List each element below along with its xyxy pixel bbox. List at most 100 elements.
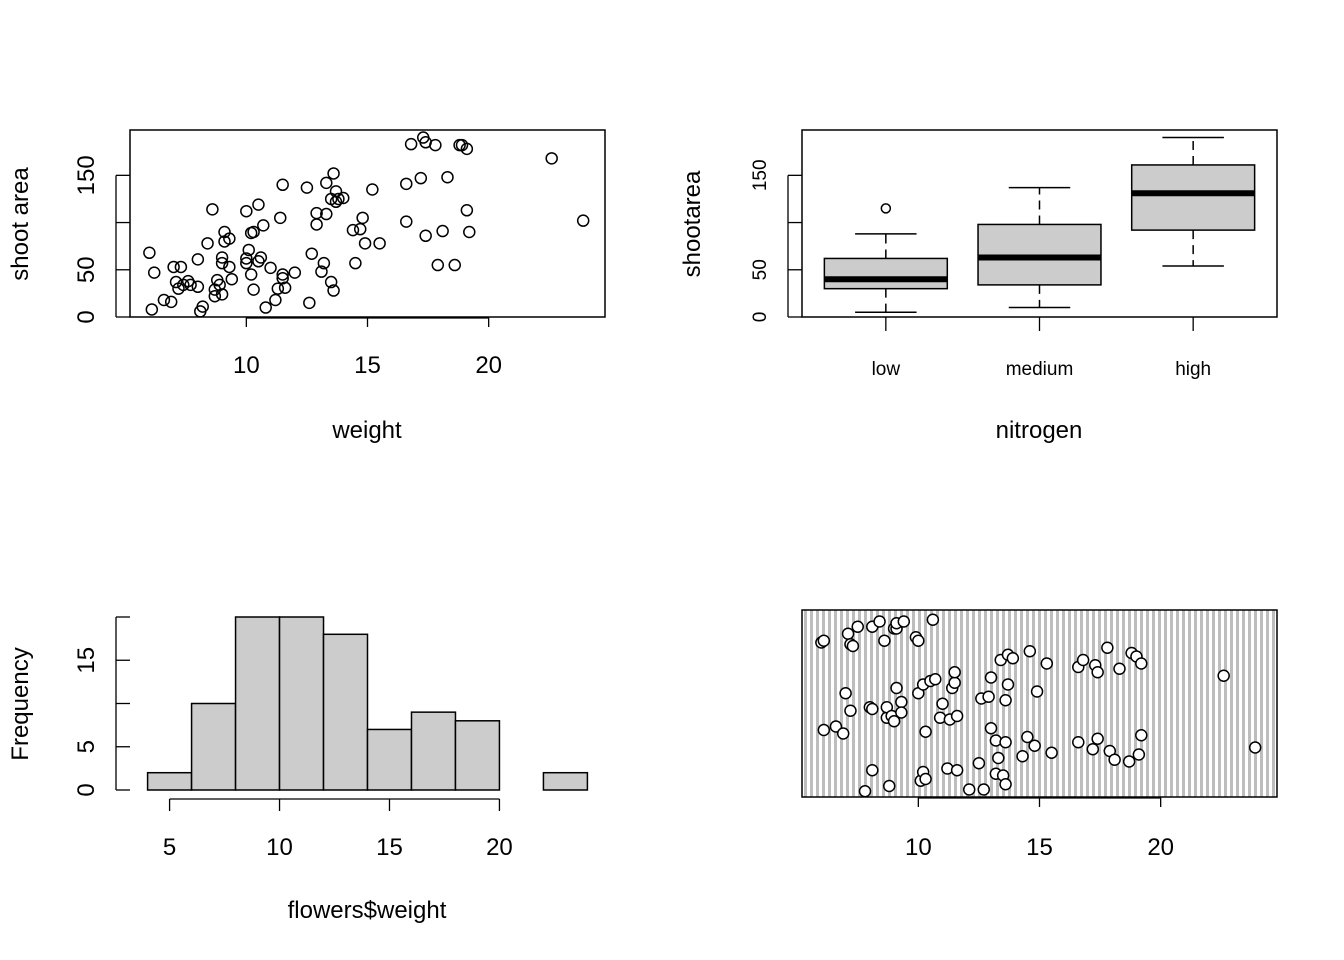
scatter-point — [242, 243, 255, 257]
scatter-point — [215, 251, 229, 264]
scatter-point — [1076, 653, 1090, 667]
panel2-category-label: high — [1175, 359, 1211, 380]
scatter-point — [419, 229, 432, 243]
scatter-point — [310, 218, 323, 231]
scatter-point — [858, 785, 872, 798]
scatter-point — [436, 224, 449, 238]
scatter-point — [240, 256, 253, 270]
scatter-point — [145, 303, 159, 316]
scatter-point — [817, 723, 831, 737]
scatter-point — [441, 170, 454, 184]
panel1-y-tick-label: 150 — [73, 155, 100, 195]
panel1-y-tick-label: 50 — [73, 256, 100, 283]
scatter-point — [1023, 645, 1037, 658]
panel1-x-tick-label: 20 — [475, 352, 502, 379]
scatter-point — [143, 246, 156, 260]
scatter-point — [1045, 746, 1058, 759]
panel1-y-tick-label: 0 — [73, 310, 100, 323]
scatter-point — [1135, 729, 1148, 742]
scatter-weight-shootarea-panel: weight shoot area 10 15 20 0 50 150 — [7, 129, 606, 444]
scatter-point — [1072, 736, 1085, 749]
scatter-point — [890, 681, 903, 695]
scatter-point — [984, 722, 998, 735]
scatter-point — [346, 223, 360, 237]
histogram-weight-panel: flowers$weight Frequency 5 10 15 20 0 5 15 — [7, 616, 589, 924]
scatter-point — [240, 204, 253, 218]
scatter-point — [936, 697, 949, 710]
scatter-point — [972, 757, 986, 770]
scatter-point — [223, 260, 236, 274]
scatter-point — [817, 634, 831, 647]
scatter-point — [950, 709, 964, 723]
scatter-point — [225, 272, 239, 286]
panel3-x-tick-label: 10 — [266, 834, 293, 861]
scatter-point — [184, 278, 197, 292]
scatter-point — [1030, 685, 1044, 698]
histogram-bar — [366, 728, 413, 791]
scatter-point — [276, 268, 289, 281]
scatter-point — [356, 211, 369, 225]
scatter-point — [337, 191, 350, 205]
scatter-point — [252, 198, 265, 211]
panel1-plot-box — [129, 129, 606, 318]
scatter-point — [303, 296, 316, 310]
scatter-point — [147, 266, 161, 279]
scatter-point — [846, 639, 860, 653]
panel2-x-axis-label: nitrogen — [996, 417, 1083, 444]
scatter-point — [841, 627, 855, 640]
histogram-bar — [190, 702, 237, 791]
histogram-bar — [234, 616, 281, 791]
scatter-point — [264, 261, 277, 275]
scatter-point — [259, 301, 272, 314]
scatter-point — [164, 295, 178, 309]
scatter-point — [977, 783, 991, 796]
scatter-point — [215, 288, 229, 301]
scatter-point — [839, 687, 852, 700]
scatter-point — [315, 265, 328, 278]
scatter-point — [167, 260, 180, 274]
scatter-point — [400, 177, 413, 191]
scatter-point — [866, 764, 879, 777]
panel3-x-tick-label: 20 — [486, 834, 513, 861]
panel4-x-tick-label: 15 — [1026, 834, 1053, 861]
scatter-point — [984, 671, 998, 684]
scatter-point — [300, 181, 314, 194]
panel4-x-tick-label: 20 — [1147, 834, 1174, 861]
scatter-point — [349, 256, 362, 270]
scatter-point — [1040, 657, 1054, 670]
scatter-point — [320, 176, 333, 190]
scatter-point — [404, 137, 418, 151]
scatter-point — [278, 281, 292, 294]
scatter-point — [196, 300, 209, 313]
scatter-point — [332, 192, 345, 206]
scatter-point — [460, 142, 474, 156]
scatter-point — [329, 185, 343, 198]
panel3-y-axis-label: Frequency — [7, 647, 34, 760]
box-iqr — [1130, 164, 1256, 231]
panel1-y-axis-label: shoot area — [7, 167, 34, 281]
scatter-point — [174, 260, 188, 274]
scatter-point — [414, 171, 428, 185]
scatter-point — [1132, 748, 1146, 761]
scatter-point — [895, 706, 908, 719]
scatter-point — [999, 778, 1012, 791]
scatter-point — [1217, 669, 1230, 682]
scatter-point — [448, 258, 461, 272]
scatter-point — [320, 207, 333, 221]
box-outlier — [880, 203, 892, 214]
scatter-point — [878, 634, 891, 647]
panel1-x-tick-label: 15 — [354, 352, 381, 379]
scatter-point — [999, 736, 1012, 749]
scatter-point — [305, 247, 319, 260]
scatter-point — [873, 615, 886, 628]
scatter-point — [276, 178, 289, 192]
scatter-point — [271, 282, 285, 295]
scatter-point — [950, 764, 964, 777]
scatter-point — [247, 283, 260, 296]
scatter-point — [1006, 652, 1020, 665]
scatter-point — [1108, 753, 1121, 766]
scatter-point — [169, 275, 183, 289]
panel3-y-tick-label: 0 — [73, 783, 100, 796]
histogram-bar — [454, 720, 501, 791]
scatter-point — [982, 690, 995, 703]
